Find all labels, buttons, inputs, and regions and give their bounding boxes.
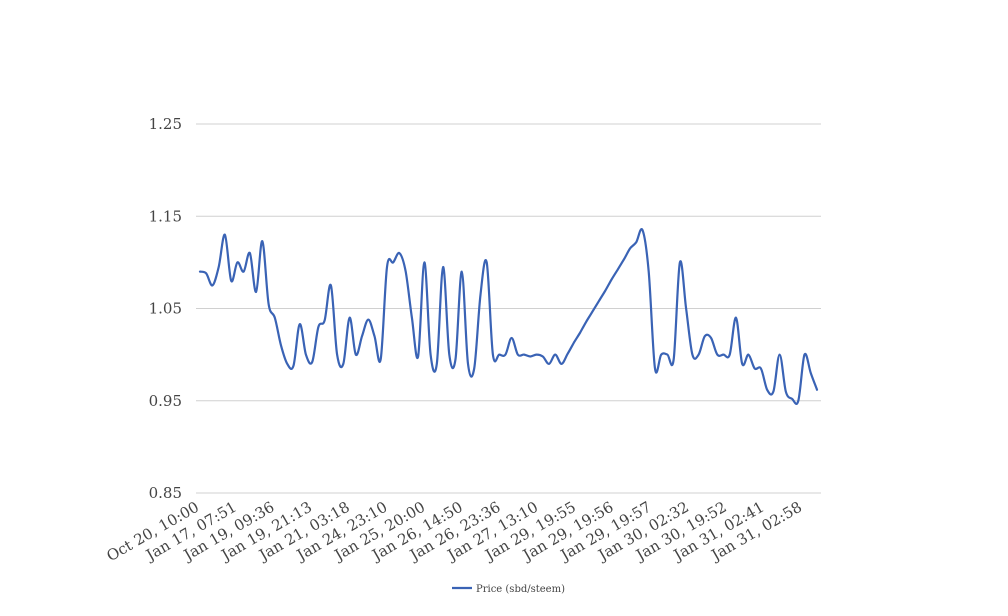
series-line-price xyxy=(198,227,819,405)
y-tick-label: 1.15 xyxy=(149,207,182,225)
gridlines xyxy=(196,123,821,494)
y-tick-label: 1.25 xyxy=(149,115,182,133)
y-axis-ticks: 1.25 1.15 1.05 0.95 0.85 xyxy=(149,115,182,502)
y-tick-label: 0.95 xyxy=(149,392,182,410)
y-tick-label: 0.85 xyxy=(149,484,182,502)
y-tick-label: 1.05 xyxy=(149,300,182,318)
legend-label: Price (sbd/steem) xyxy=(476,584,565,595)
legend: Price (sbd/steem) xyxy=(452,584,565,595)
